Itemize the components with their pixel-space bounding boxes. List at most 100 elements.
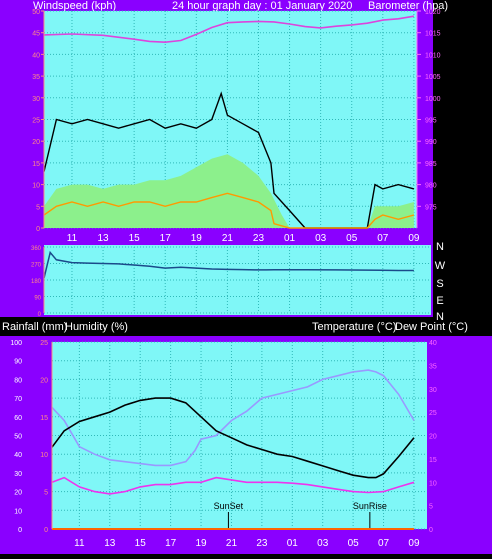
rainfall-label: Rainfall (mm) bbox=[2, 321, 67, 333]
temperature-y-tick: 25 bbox=[429, 410, 437, 417]
direction-y-tick: 270 bbox=[31, 263, 42, 269]
barometer-y-tick: 1015 bbox=[425, 31, 441, 38]
wind-speed-line bbox=[43, 192, 415, 229]
barometer-y-tick: 1005 bbox=[425, 74, 441, 81]
wind-average-area bbox=[44, 154, 414, 228]
temp-x-tick: 19 bbox=[195, 538, 207, 549]
humidity-y-tick: 90 bbox=[14, 359, 22, 366]
temperature-y-tick: 5 bbox=[429, 504, 433, 511]
temperature-line bbox=[51, 397, 415, 479]
wind-x-tick: 13 bbox=[97, 233, 109, 244]
wind-y-tick: 25 bbox=[32, 118, 40, 125]
temp-x-tick: 01 bbox=[287, 538, 299, 549]
direction-y-tick: 180 bbox=[31, 279, 42, 285]
wind-x-tick: 05 bbox=[346, 233, 358, 244]
rainfall-y-tick: 20 bbox=[40, 377, 48, 384]
barometer-y-tick: 995 bbox=[425, 118, 437, 125]
temperature-label: Temperature (°C) bbox=[312, 321, 396, 333]
wind-y-tick: 15 bbox=[32, 161, 40, 168]
barometer-label: Barometer (hpa) bbox=[368, 0, 448, 12]
direction-y-tick: 360 bbox=[31, 246, 42, 252]
humidity-y-tick: 60 bbox=[14, 415, 22, 422]
rainfall-y-tick: 15 bbox=[40, 415, 48, 422]
compass-letter: E bbox=[436, 295, 443, 307]
wind-y-tick: 10 bbox=[32, 183, 40, 190]
wind-x-tick: 17 bbox=[160, 233, 172, 244]
annotation-label: SunRise bbox=[353, 501, 387, 511]
humidity-y-tick: 40 bbox=[14, 452, 22, 459]
temp-axes: 0102030405060708090100051015202505101520… bbox=[10, 340, 437, 549]
temp-x-tick: 15 bbox=[135, 538, 147, 549]
temp-x-tick: 11 bbox=[74, 538, 85, 549]
wind-y-tick: 0 bbox=[36, 226, 40, 233]
humidity-y-tick: 0 bbox=[18, 527, 22, 534]
dewpoint-line bbox=[51, 476, 415, 495]
temp-x-tick: 05 bbox=[348, 538, 360, 549]
direction-plot-area bbox=[44, 245, 431, 315]
barometer-y-tick: 990 bbox=[425, 139, 437, 146]
wind-x-tick: 15 bbox=[129, 233, 141, 244]
temperature-y-tick: 10 bbox=[429, 480, 437, 487]
barometer-y-tick: 1020 bbox=[425, 9, 441, 16]
compass-letter: W bbox=[435, 260, 446, 272]
wind-series bbox=[43, 15, 415, 229]
wind-y-tick: 20 bbox=[32, 139, 40, 146]
wind-x-tick: 23 bbox=[253, 233, 265, 244]
humidity-y-tick: 50 bbox=[14, 434, 22, 441]
compass-letter: N bbox=[436, 311, 444, 323]
wind-x-tick: 19 bbox=[191, 233, 203, 244]
wind-x-tick: 21 bbox=[222, 233, 234, 244]
direction-series bbox=[43, 250, 414, 279]
temperature-y-tick: 0 bbox=[429, 527, 433, 534]
wind-y-tick: 35 bbox=[32, 74, 40, 81]
direction-y-tick: 0 bbox=[38, 312, 42, 318]
barometer-y-tick: 975 bbox=[425, 204, 437, 211]
wind-x-tick: 01 bbox=[284, 233, 296, 244]
barometer-y-tick: 985 bbox=[425, 161, 437, 168]
rainfall-y-tick: 10 bbox=[40, 452, 48, 459]
wind-y-tick: 40 bbox=[32, 52, 40, 59]
rainfall-y-tick: 25 bbox=[40, 340, 48, 347]
humidity-y-tick: 70 bbox=[14, 396, 22, 403]
windspeed-label: Windspeed (kph) bbox=[33, 0, 116, 12]
humidity-y-tick: 20 bbox=[14, 490, 22, 497]
temp-x-tick: 07 bbox=[378, 538, 390, 549]
temp-x-tick: 23 bbox=[256, 538, 268, 549]
humidity-y-tick: 100 bbox=[10, 340, 22, 347]
chart-title: 24 hour graph day : 01 January 2020 bbox=[172, 0, 352, 12]
humidity-label: Humidity (%) bbox=[65, 321, 128, 333]
wind-x-tick: 03 bbox=[315, 233, 327, 244]
barometer-y-tick: 1000 bbox=[425, 96, 441, 103]
wind-y-tick: 45 bbox=[32, 31, 40, 38]
humidity-line bbox=[51, 369, 415, 467]
direction-axes: 360 270 180 90 0 bbox=[31, 246, 45, 318]
temp-x-tick: 17 bbox=[165, 538, 177, 549]
wind-x-tick: 11 bbox=[67, 233, 78, 244]
compass-letter: S bbox=[436, 278, 443, 290]
wind-y-tick: 30 bbox=[32, 96, 40, 103]
dewpoint-label: Dew Point (°C) bbox=[395, 321, 468, 333]
wind-y-tick: 50 bbox=[32, 9, 40, 16]
temperature-y-tick: 15 bbox=[429, 457, 437, 464]
temperature-y-tick: 35 bbox=[429, 363, 437, 370]
temp-x-tick: 13 bbox=[104, 538, 116, 549]
barometer-y-tick: 1010 bbox=[425, 52, 441, 59]
temp-series bbox=[51, 369, 415, 530]
rainfall-y-tick: 5 bbox=[44, 490, 48, 497]
temp-x-tick: 03 bbox=[317, 538, 329, 549]
temperature-y-tick: 40 bbox=[429, 340, 437, 347]
rainfall-y-tick: 0 bbox=[44, 527, 48, 534]
barometer-y-tick: 980 bbox=[425, 183, 437, 190]
temperature-y-tick: 20 bbox=[429, 434, 437, 441]
wind-x-tick: 09 bbox=[408, 233, 420, 244]
wind-direction-line bbox=[43, 250, 414, 279]
pressure-line bbox=[43, 15, 415, 44]
temp-x-tick: 09 bbox=[408, 538, 420, 549]
temperature-y-tick: 30 bbox=[429, 387, 437, 394]
wind-axes: 0510152025303540455097598098599099510001… bbox=[32, 9, 440, 244]
annotation-label: SunSet bbox=[214, 501, 244, 511]
humidity-y-tick: 10 bbox=[14, 508, 22, 515]
